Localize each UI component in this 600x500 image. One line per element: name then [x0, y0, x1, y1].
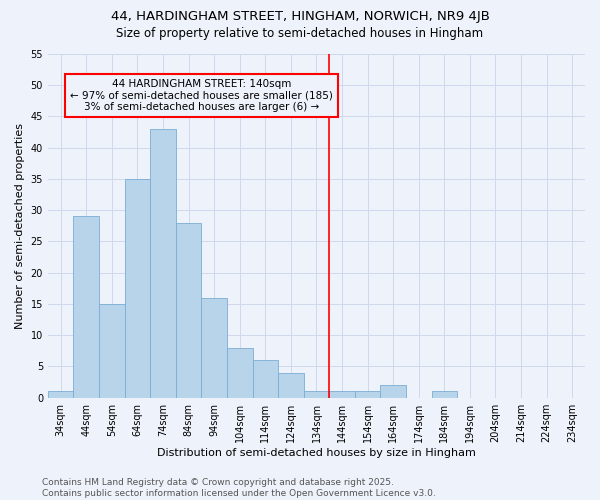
Bar — [227, 348, 253, 398]
Bar — [176, 222, 202, 398]
Bar — [304, 392, 329, 398]
Bar — [380, 385, 406, 398]
Bar — [431, 392, 457, 398]
Bar — [125, 179, 150, 398]
Bar — [48, 392, 73, 398]
Y-axis label: Number of semi-detached properties: Number of semi-detached properties — [15, 123, 25, 329]
Bar — [202, 298, 227, 398]
Bar — [278, 372, 304, 398]
Text: Size of property relative to semi-detached houses in Hingham: Size of property relative to semi-detach… — [116, 28, 484, 40]
Bar — [73, 216, 99, 398]
Bar — [329, 392, 355, 398]
Bar — [150, 129, 176, 398]
X-axis label: Distribution of semi-detached houses by size in Hingham: Distribution of semi-detached houses by … — [157, 448, 476, 458]
Text: 44, HARDINGHAM STREET, HINGHAM, NORWICH, NR9 4JB: 44, HARDINGHAM STREET, HINGHAM, NORWICH,… — [110, 10, 490, 23]
Text: 44 HARDINGHAM STREET: 140sqm
← 97% of semi-detached houses are smaller (185)
3% : 44 HARDINGHAM STREET: 140sqm ← 97% of se… — [70, 79, 333, 112]
Text: Contains HM Land Registry data © Crown copyright and database right 2025.
Contai: Contains HM Land Registry data © Crown c… — [42, 478, 436, 498]
Bar — [99, 304, 125, 398]
Bar — [253, 360, 278, 398]
Bar — [355, 392, 380, 398]
